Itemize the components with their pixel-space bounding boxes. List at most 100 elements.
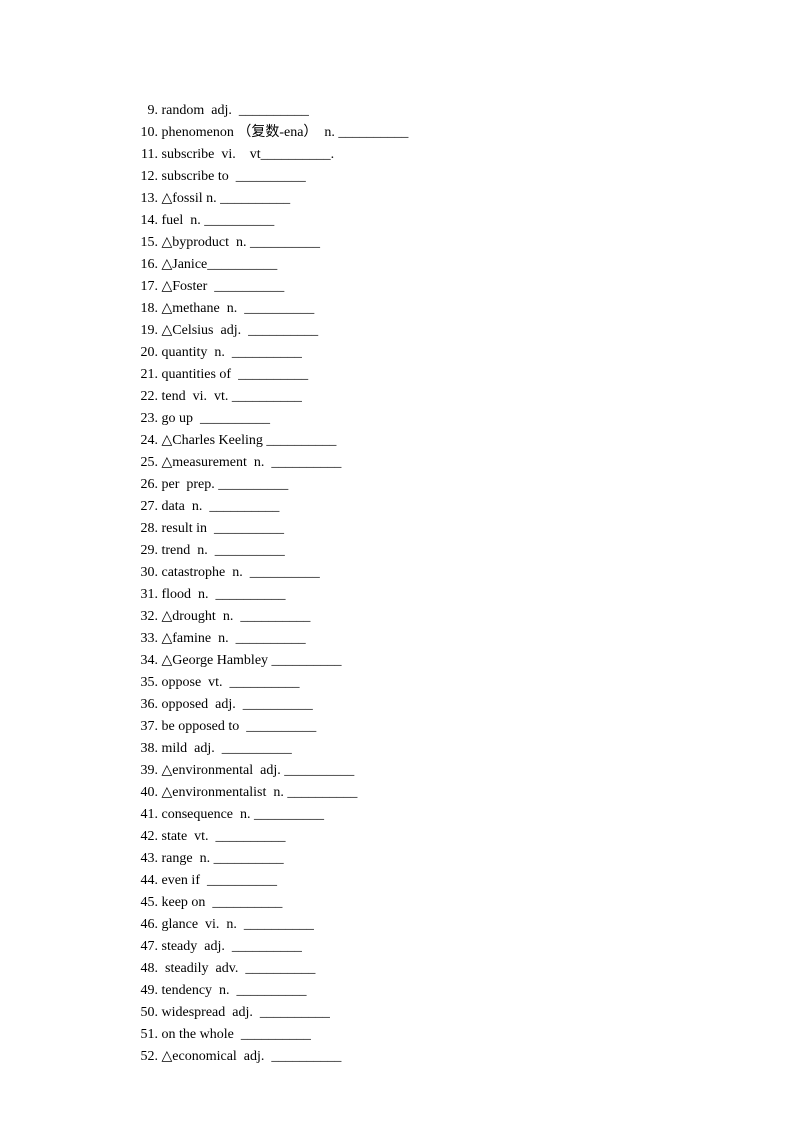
item-number: 45.	[130, 892, 158, 914]
item-text: △Janice__________	[162, 257, 278, 272]
item-text: consequence n. __________	[162, 807, 325, 822]
vocab-item: 52. △economical adj. __________	[130, 1046, 700, 1068]
item-number: 15.	[130, 232, 158, 254]
vocab-item: 9. random adj. __________	[130, 100, 700, 122]
item-text: even if __________	[162, 873, 277, 888]
item-text: opposed adj. __________	[162, 697, 313, 712]
item-text: △Foster __________	[162, 279, 285, 294]
item-number: 18.	[130, 298, 158, 320]
item-number: 52.	[130, 1046, 158, 1068]
item-number: 39.	[130, 760, 158, 782]
item-number: 43.	[130, 848, 158, 870]
item-text: △measurement n. __________	[162, 455, 342, 470]
vocab-item: 20. quantity n. __________	[130, 342, 700, 364]
vocab-item: 39. △environmental adj. __________	[130, 760, 700, 782]
item-number: 27.	[130, 496, 158, 518]
item-text: subscribe to __________	[162, 169, 306, 184]
vocab-item: 45. keep on __________	[130, 892, 700, 914]
item-number: 12.	[130, 166, 158, 188]
item-text: range n. __________	[162, 851, 284, 866]
item-text: go up __________	[162, 411, 271, 426]
item-number: 31.	[130, 584, 158, 606]
vocab-item: 29. trend n. __________	[130, 540, 700, 562]
item-text: △fossil n. __________	[162, 191, 291, 206]
item-number: 48.	[130, 958, 158, 980]
vocab-item: 30. catastrophe n. __________	[130, 562, 700, 584]
item-number: 47.	[130, 936, 158, 958]
item-text: △economical adj. __________	[162, 1049, 342, 1064]
item-number: 16.	[130, 254, 158, 276]
item-number: 32.	[130, 606, 158, 628]
vocab-item: 12. subscribe to __________	[130, 166, 700, 188]
item-text: phenomenon （复数-ena） n. __________	[162, 125, 409, 140]
item-text: steady adj. __________	[162, 939, 302, 954]
vocab-item: 18. △methane n. __________	[130, 298, 700, 320]
vocab-item: 14. fuel n. __________	[130, 210, 700, 232]
vocab-item: 27. data n. __________	[130, 496, 700, 518]
vocab-item: 49. tendency n. __________	[130, 980, 700, 1002]
vocab-item: 48. steadily adv. __________	[130, 958, 700, 980]
vocab-item: 36. opposed adj. __________	[130, 694, 700, 716]
item-text: △methane n. __________	[162, 301, 315, 316]
vocab-item: 46. glance vi. n. __________	[130, 914, 700, 936]
vocab-item: 31. flood n. __________	[130, 584, 700, 606]
item-number: 51.	[130, 1024, 158, 1046]
vocab-item: 47. steady adj. __________	[130, 936, 700, 958]
vocab-item: 38. mild adj. __________	[130, 738, 700, 760]
item-text: mild adj. __________	[162, 741, 292, 756]
item-number: 35.	[130, 672, 158, 694]
item-number: 49.	[130, 980, 158, 1002]
item-number: 23.	[130, 408, 158, 430]
vocab-item: 37. be opposed to __________	[130, 716, 700, 738]
item-text: △famine n. __________	[162, 631, 306, 646]
item-text: △drought n. __________	[162, 609, 311, 624]
item-text: flood n. __________	[162, 587, 286, 602]
item-number: 22.	[130, 386, 158, 408]
item-number: 10.	[130, 122, 158, 144]
item-text: △Celsius adj. __________	[162, 323, 319, 338]
item-number: 14.	[130, 210, 158, 232]
vocab-item: 15. △byproduct n. __________	[130, 232, 700, 254]
vocab-item: 10. phenomenon （复数-ena） n. __________	[130, 122, 700, 144]
item-text: state vt. __________	[162, 829, 286, 844]
item-text: quantity n. __________	[162, 345, 302, 360]
item-text: △George Hambley __________	[162, 653, 342, 668]
item-number: 19.	[130, 320, 158, 342]
item-number: 46.	[130, 914, 158, 936]
item-number: 36.	[130, 694, 158, 716]
item-number: 26.	[130, 474, 158, 496]
item-text: quantities of __________	[162, 367, 309, 382]
item-number: 38.	[130, 738, 158, 760]
vocab-item: 40. △environmentalist n. __________	[130, 782, 700, 804]
vocab-item: 44. even if __________	[130, 870, 700, 892]
item-number: 9.	[130, 100, 158, 122]
vocab-item: 22. tend vi. vt. __________	[130, 386, 700, 408]
vocab-item: 32. △drought n. __________	[130, 606, 700, 628]
item-number: 29.	[130, 540, 158, 562]
vocab-item: 43. range n. __________	[130, 848, 700, 870]
item-number: 40.	[130, 782, 158, 804]
item-text: data n. __________	[162, 499, 280, 514]
vocab-item: 50. widespread adj. __________	[130, 1002, 700, 1024]
item-text: glance vi. n. __________	[162, 917, 314, 932]
vocab-item: 35. oppose vt. __________	[130, 672, 700, 694]
item-text: fuel n. __________	[162, 213, 275, 228]
item-number: 17.	[130, 276, 158, 298]
vocab-item: 23. go up __________	[130, 408, 700, 430]
item-text: catastrophe n. __________	[162, 565, 320, 580]
item-number: 41.	[130, 804, 158, 826]
item-text: tend vi. vt. __________	[162, 389, 302, 404]
item-number: 37.	[130, 716, 158, 738]
item-text: be opposed to __________	[162, 719, 317, 734]
item-number: 28.	[130, 518, 158, 540]
item-number: 20.	[130, 342, 158, 364]
item-text: per prep. __________	[162, 477, 289, 492]
item-text: △byproduct n. __________	[162, 235, 321, 250]
vocab-item: 33. △famine n. __________	[130, 628, 700, 650]
item-text: widespread adj. __________	[162, 1005, 330, 1020]
vocab-item: 41. consequence n. __________	[130, 804, 700, 826]
vocab-item: 26. per prep. __________	[130, 474, 700, 496]
item-number: 21.	[130, 364, 158, 386]
item-number: 11.	[130, 144, 158, 166]
vocab-item: 42. state vt. __________	[130, 826, 700, 848]
